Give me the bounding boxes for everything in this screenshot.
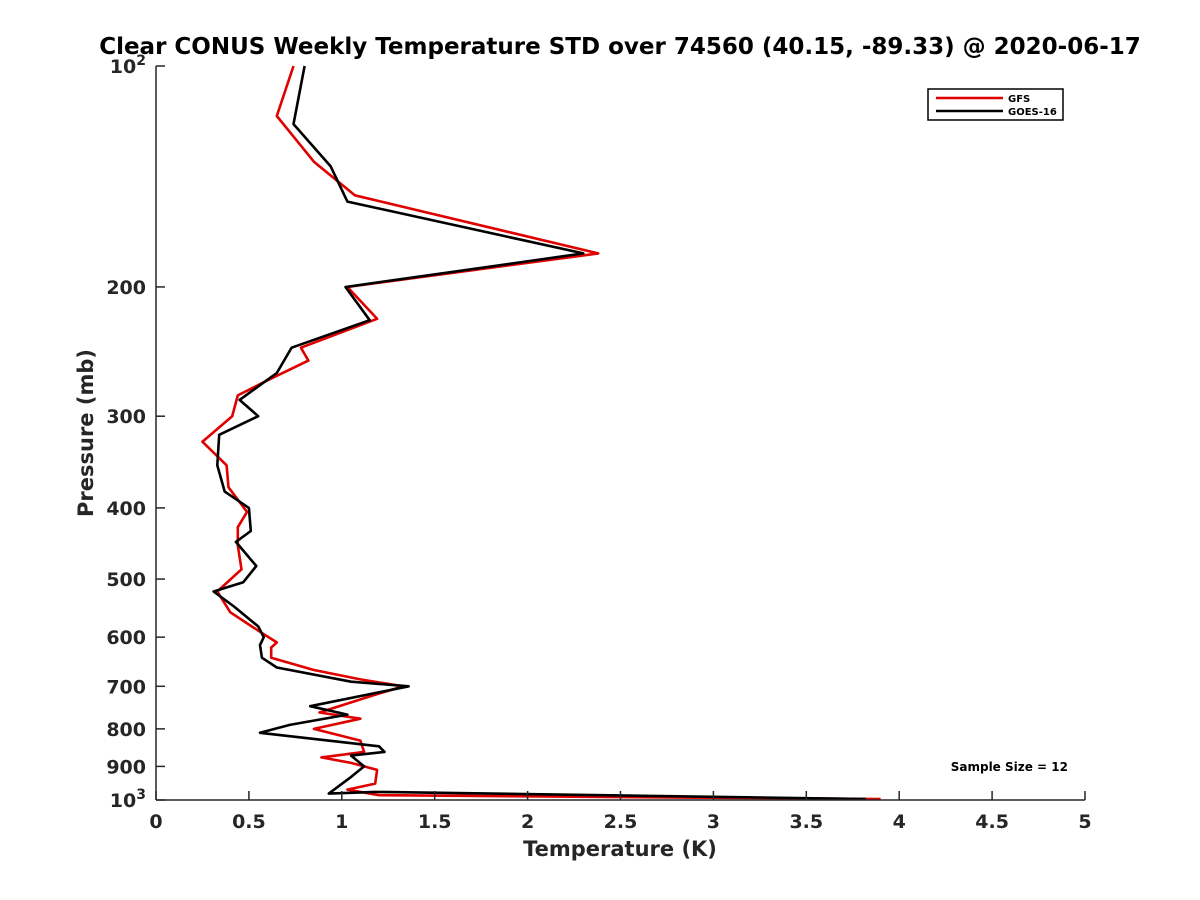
x-axis-label: Temperature (K) (523, 837, 717, 861)
y-tick-label: 102 (110, 53, 146, 78)
x-tick-label: 4 (893, 811, 906, 833)
chart-title: Clear CONUS Weekly Temperature STD over … (99, 34, 1141, 60)
y-axis-label: Pressure (mb) (74, 349, 98, 517)
x-tick-label: 1.5 (418, 811, 452, 833)
x-tick-label: 3 (707, 811, 720, 833)
y-tick-label: 900 (106, 756, 146, 778)
legend-label-goes-16: GOES-16 (1008, 107, 1057, 118)
y-tick-label: 600 (106, 627, 146, 649)
x-tick-label: 3.5 (789, 811, 823, 833)
y-tick-label: 700 (106, 676, 146, 698)
x-tick-label: 5 (1078, 811, 1091, 833)
y-tick-label: 800 (106, 719, 146, 741)
x-tick-label: 2.5 (604, 811, 638, 833)
series-lines (201, 65, 881, 801)
x-tick-label: 4.5 (975, 811, 1009, 833)
y-tick-label: 103 (110, 787, 146, 812)
y-tick-label: 300 (106, 406, 146, 428)
legend-label-gfs: GFS (1008, 94, 1030, 105)
legend: GFS GOES-16 (927, 88, 1064, 121)
axes: 0 0.5 1 1.5 2 2.5 3 3.5 4 4.5 5 102 200 300 400 500 600 7… (106, 53, 1091, 833)
series-line-gfs (201, 65, 881, 801)
y-tick-label: 400 (106, 498, 146, 520)
x-tick-label: 1 (335, 811, 348, 833)
y-tick-label: 200 (106, 277, 146, 299)
x-tick-label: 0 (149, 811, 162, 833)
x-tick-label: 0.5 (232, 811, 266, 833)
series-line-goes-16 (212, 65, 866, 801)
legend-box (927, 88, 1064, 121)
y-tick-label: 500 (106, 569, 146, 591)
plot-area: 0 0.5 1 1.5 2 2.5 3 3.5 4 4.5 5 102 200 300 400 500 600 7… (106, 53, 1091, 833)
sample-size-annotation: Sample Size = 12 (951, 760, 1068, 774)
x-tick-label: 2 (521, 811, 534, 833)
